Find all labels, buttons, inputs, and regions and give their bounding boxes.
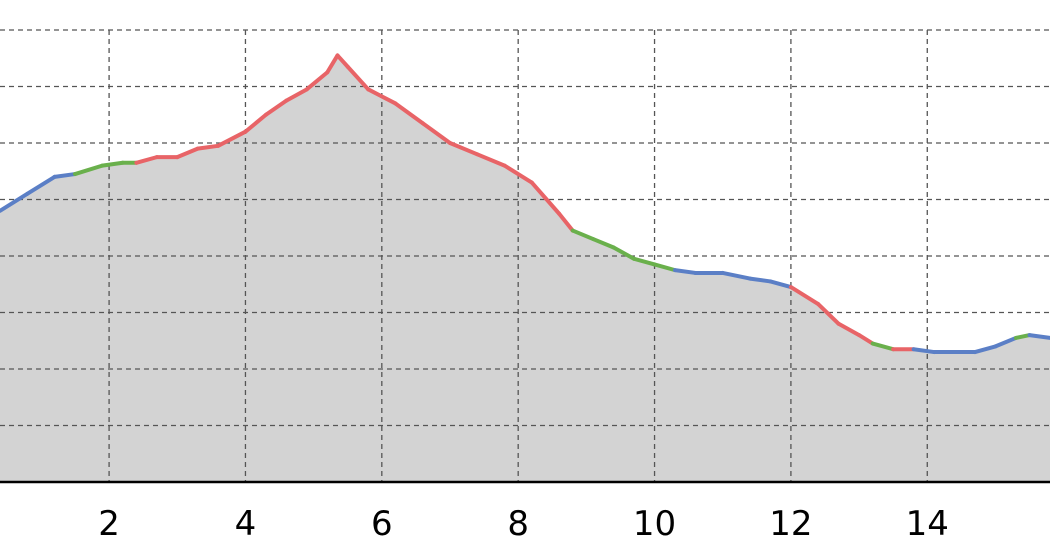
profile-segment-blue	[25, 174, 57, 196]
profile-segment-red	[420, 121, 452, 145]
profile-segment-red	[216, 129, 248, 148]
x-tick-labels: 2 4 6 8 10 12 14	[98, 504, 949, 544]
profile-segment-red	[475, 152, 507, 168]
profile-segment-blue	[911, 347, 937, 355]
profile-segment-red	[502, 163, 534, 185]
profile-segment-blue	[993, 335, 1018, 349]
profile-segment-red	[788, 285, 821, 307]
area-fill	[0, 55, 1050, 483]
profile-segment-red	[325, 53, 340, 75]
area-fill-layer	[0, 55, 1050, 483]
x-tick-label: 12	[769, 504, 812, 544]
profile-segment-green	[870, 341, 896, 352]
x-tick-label: 14	[906, 504, 949, 544]
profile-segment-blue	[748, 276, 773, 284]
profile-segment-red	[816, 302, 841, 326]
profile-segment-red	[134, 155, 159, 165]
profile-segment-red	[529, 180, 562, 216]
profile-segment-blue	[673, 268, 698, 275]
profile-segment-red	[557, 211, 575, 233]
profile-segment-red	[195, 143, 221, 151]
x-tick-label: 10	[633, 504, 676, 544]
profile-segment-red	[857, 333, 875, 346]
profile-segment-red	[836, 321, 862, 338]
profile-segment-red	[175, 146, 200, 160]
profile-segment-red	[263, 98, 289, 117]
profile-segment-green	[73, 163, 105, 177]
profile-segment-green	[570, 228, 596, 242]
profile-segment-red	[243, 112, 268, 134]
profile-segment-red	[393, 101, 425, 126]
profile-segment-blue	[768, 279, 793, 290]
profile-segment-green	[591, 237, 616, 250]
profile-segment-red	[448, 141, 480, 157]
profile-segment-green	[632, 256, 657, 267]
profile-segment-blue	[1027, 333, 1050, 340]
profile-segment-blue	[52, 172, 77, 179]
profile-segment-red	[335, 53, 350, 69]
profile-segment-green	[652, 262, 677, 273]
x-tick-label: 4	[235, 504, 257, 544]
x-tick-label: 6	[371, 504, 393, 544]
profile-segment-blue	[973, 344, 998, 355]
x-tick-label: 2	[98, 504, 120, 544]
profile-segment-blue	[0, 191, 30, 213]
profile-segment-green	[611, 245, 637, 261]
profile-segment-green	[100, 160, 125, 168]
profile-segment-red	[304, 70, 330, 92]
profile-segment-green	[1013, 333, 1032, 340]
profile-line-layer	[0, 53, 1050, 355]
profile-segment-red	[366, 87, 398, 106]
profile-segment-blue	[720, 270, 752, 281]
grid-layer	[0, 29, 1050, 482]
profile-segment-red	[345, 64, 371, 92]
profile-segment-red	[284, 87, 309, 103]
x-tick-label: 8	[507, 504, 529, 544]
